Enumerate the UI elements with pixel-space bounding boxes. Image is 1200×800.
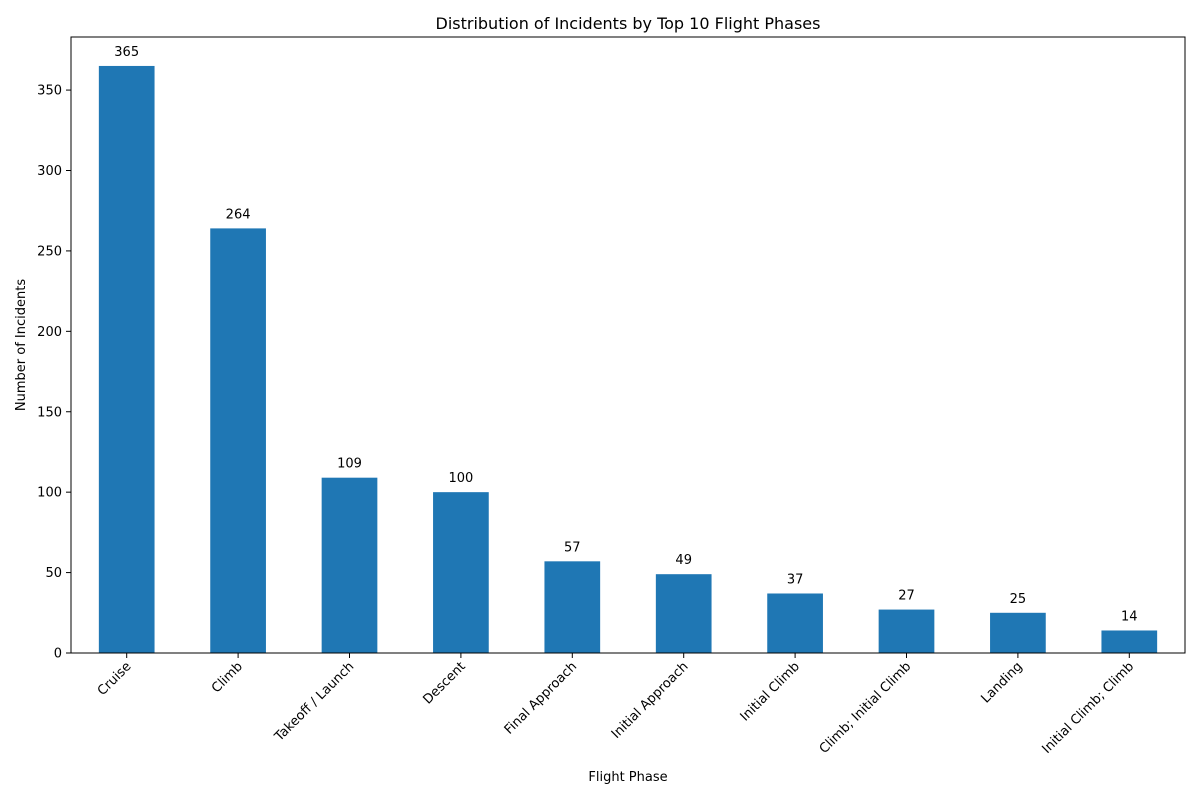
data-label-4: 57 — [564, 540, 581, 555]
y-tick-label-3: 150 — [37, 405, 62, 420]
x-tick-label-5: Initial Approach — [609, 659, 692, 742]
chart-title: Distribution of Incidents by Top 10 Flig… — [436, 14, 821, 33]
data-labels-group: 365 264 109 100 57 49 37 27 25 14 — [114, 45, 1137, 625]
x-tick-label-4: Final Approach — [502, 659, 580, 737]
data-label-2: 109 — [337, 457, 362, 472]
bar-5 — [655, 574, 712, 653]
x-tick-label-6: Initial Climb — [738, 659, 803, 724]
bar-0 — [98, 65, 155, 653]
x-tick-label-7: Climb; Initial Climb — [817, 659, 915, 757]
y-tick-label-4: 200 — [37, 325, 62, 340]
y-tick-label-2: 100 — [37, 486, 62, 501]
y-axis: 0 50 100 150 200 250 300 350 — [37, 84, 71, 662]
bars-group — [98, 65, 1158, 653]
x-axis-label: Flight Phase — [588, 770, 667, 785]
plot-frame — [70, 36, 1186, 654]
bar-1 — [210, 228, 266, 653]
x-tick-label-3: Descent — [420, 659, 468, 707]
y-tick-label-5: 250 — [37, 244, 62, 259]
bar-8 — [990, 612, 1046, 653]
data-label-0: 365 — [114, 45, 139, 60]
data-label-9: 14 — [1121, 609, 1138, 624]
data-label-1: 264 — [226, 207, 251, 222]
data-label-5: 49 — [675, 553, 692, 568]
x-tick-label-9: Initial Climb; Climb — [1040, 659, 1138, 757]
x-axis: Cruise Climb Takeoff / Launch Descent Final … — [95, 653, 1137, 757]
y-tick-label-0: 0 — [54, 647, 62, 662]
bar-4 — [544, 561, 601, 653]
bar-3 — [433, 492, 489, 653]
bar-2 — [321, 477, 378, 653]
y-tick-label-6: 300 — [37, 164, 62, 179]
data-label-7: 27 — [898, 589, 915, 604]
bar-9 — [1101, 630, 1158, 653]
bar-6 — [767, 593, 823, 653]
x-tick-label-0: Cruise — [95, 659, 135, 699]
y-axis-label: Number of Incidents — [14, 279, 29, 411]
data-label-6: 37 — [787, 572, 804, 587]
data-label-3: 100 — [448, 471, 473, 486]
y-tick-label-1: 50 — [45, 566, 62, 581]
x-tick-label-8: Landing — [978, 659, 1025, 706]
bar-7 — [878, 609, 935, 653]
x-tick-label-2: Takeoff / Launch — [271, 659, 357, 745]
data-label-8: 25 — [1010, 592, 1027, 607]
y-tick-label-7: 350 — [37, 84, 62, 99]
x-tick-label-1: Climb — [209, 659, 246, 696]
